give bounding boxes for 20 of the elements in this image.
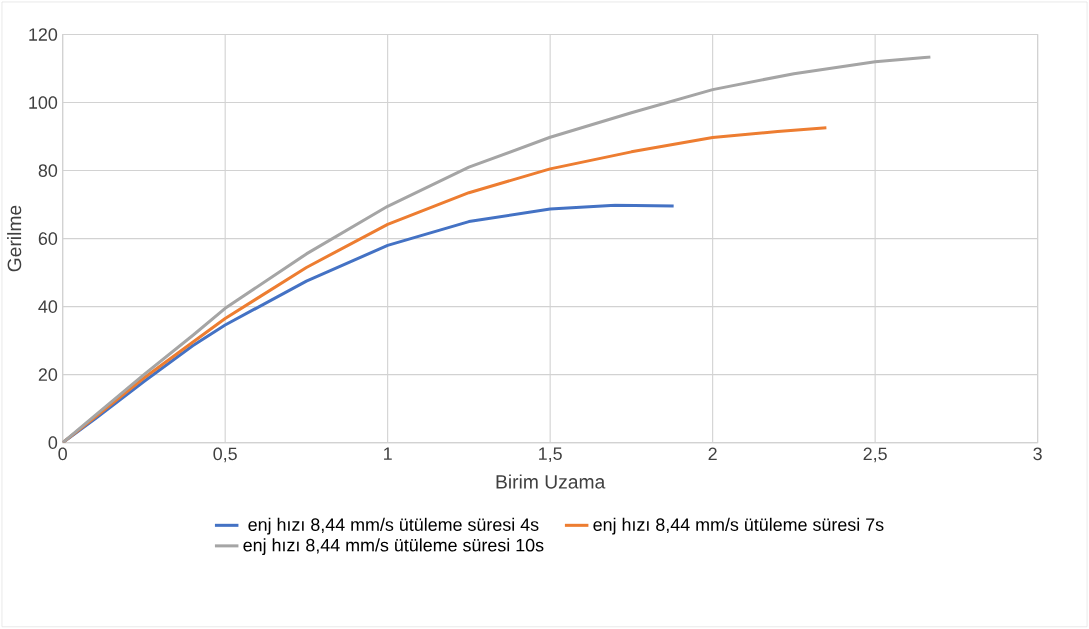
y-axis-title: Gerilme (7, 205, 22, 272)
y-tick-label: 0 (48, 436, 58, 450)
x-tick-label: 2,5 (863, 447, 887, 463)
x-tick-label: 2 (708, 447, 717, 461)
y-tick-label: 80 (38, 164, 58, 178)
x-axis-title: Birim Uzama (496, 474, 606, 489)
x-tick-label: 0,5 (213, 447, 237, 463)
y-tick-label: 120 (29, 28, 58, 41)
line-series (62, 55, 932, 443)
y-tick-label: 100 (29, 96, 58, 110)
legend-label: enj hızı 8,44 mm/s ütüleme süresi 4s (248, 517, 539, 535)
y-tick-label: 60 (38, 232, 58, 246)
legend-label: enj hızı 8,44 mm/s ütüleme süresi 7s (593, 517, 884, 535)
x-tick-label: 3 (1033, 447, 1042, 461)
x-tick-label: 0 (58, 447, 67, 461)
x-tick-label: 1,5 (539, 447, 562, 463)
y-tick-label: 40 (38, 300, 58, 314)
legend-label: enj hızı 8,44 mm/s ütüleme süresi 10s (243, 538, 544, 556)
y-tick-label: 20 (38, 368, 58, 382)
x-tick-label: 1 (384, 447, 392, 460)
